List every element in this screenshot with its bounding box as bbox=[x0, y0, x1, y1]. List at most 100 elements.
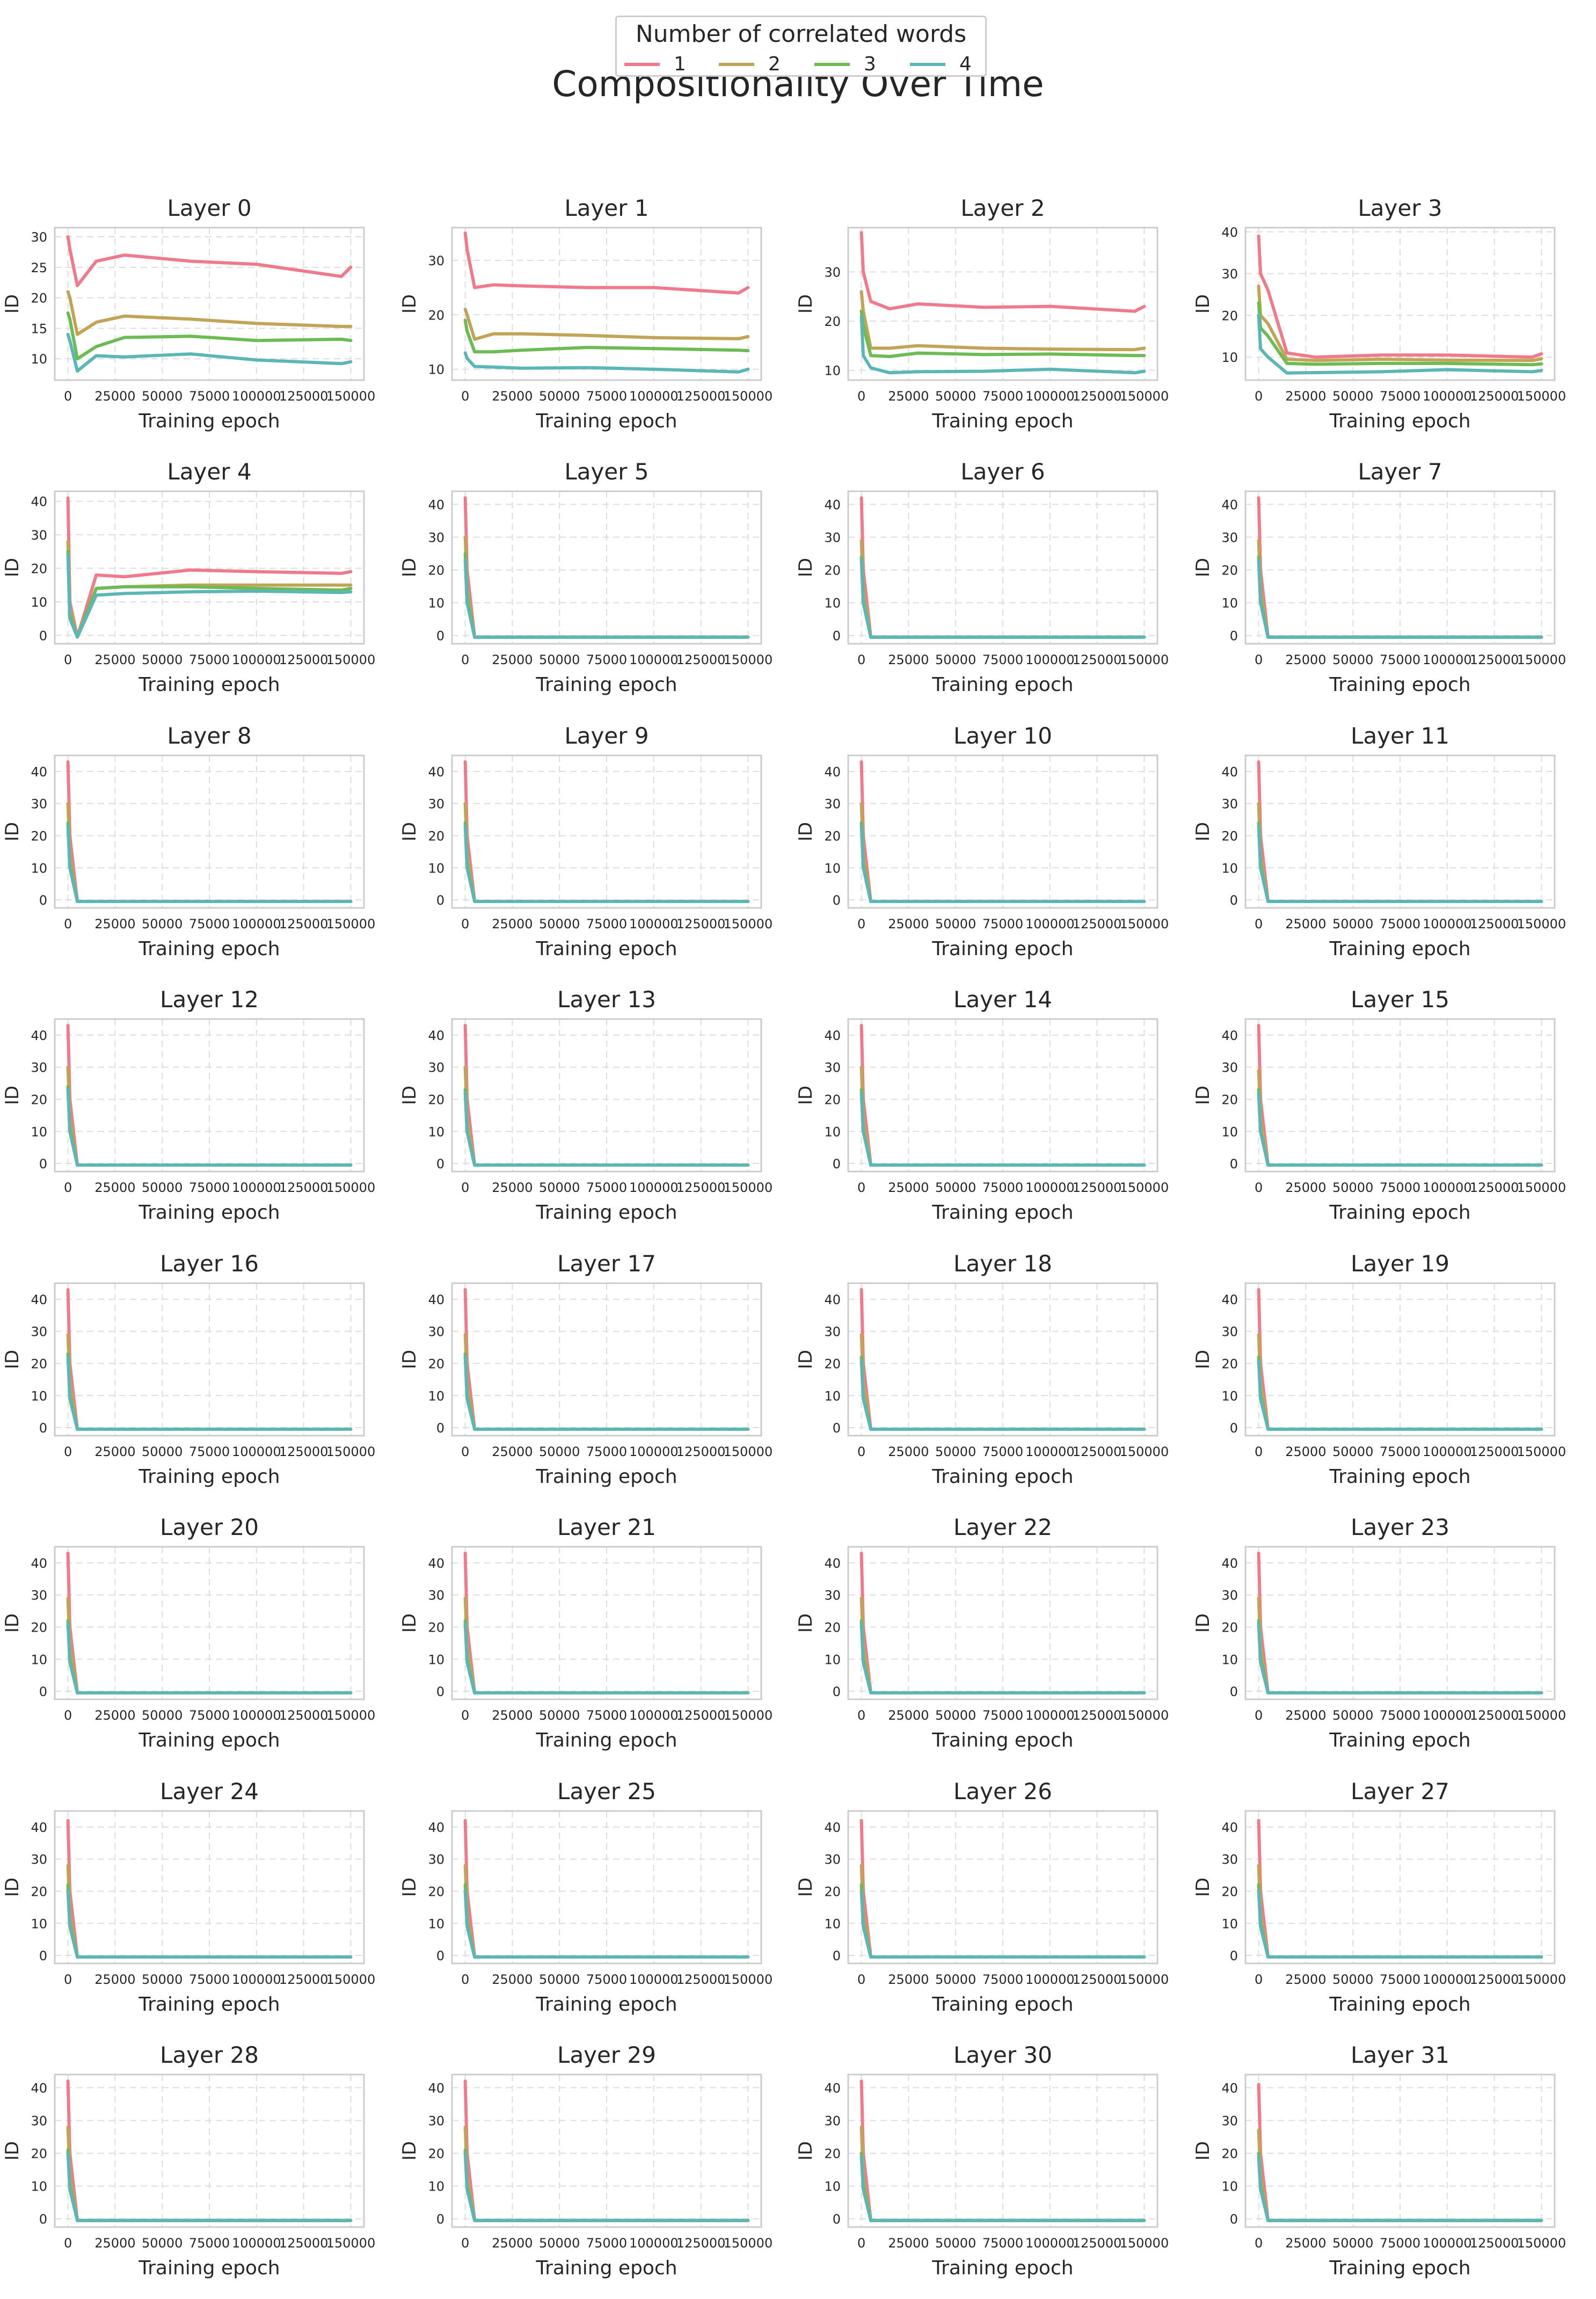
layer-11-xtick-label: 125000 bbox=[1470, 916, 1519, 932]
layer-28-series-4 bbox=[66, 2151, 353, 2222]
layer-17-xtick-label: 150000 bbox=[724, 1444, 773, 1459]
layer-16-xtick-label: 125000 bbox=[279, 1444, 329, 1459]
layer-8-ylabel: ID bbox=[2, 822, 23, 841]
layer-15-xtick-label: 50000 bbox=[1332, 1180, 1373, 1195]
layer-4-xtick-label: 150000 bbox=[326, 652, 376, 667]
layer-3-xtick-label: 150000 bbox=[1517, 389, 1566, 404]
layer-0-ytick-label: 20 bbox=[31, 291, 47, 306]
layer-3-xtick-label: 100000 bbox=[1423, 389, 1472, 404]
layer-30-xtick-label: 100000 bbox=[1025, 2236, 1075, 2251]
layer-22-xtick-label: 50000 bbox=[935, 1708, 976, 1723]
layer-4-series-4 bbox=[66, 553, 353, 639]
layer-30-xtick-label: 125000 bbox=[1073, 2236, 1122, 2251]
layer-25-series-4 bbox=[463, 1889, 750, 1959]
layer-26-xtick-label: 75000 bbox=[982, 1972, 1023, 1987]
layer-17-ylabel: ID bbox=[399, 1350, 420, 1369]
layer-5-ytick-label: 30 bbox=[428, 530, 444, 545]
layer-15-ytick-label: 0 bbox=[1230, 1156, 1238, 1172]
layer-31-xtick-label: 0 bbox=[1255, 2236, 1263, 2251]
layer-15-ytick-label: 30 bbox=[1221, 1060, 1238, 1075]
layer-13-ytick-label: 10 bbox=[428, 1124, 444, 1139]
layer-30-title: Layer 30 bbox=[953, 2042, 1052, 2068]
layer-4-xtick-label: 75000 bbox=[189, 652, 230, 667]
layer-1-series-2 bbox=[463, 308, 750, 341]
layer-31-ylabel: ID bbox=[1192, 2141, 1214, 2160]
layer-19-xlabel: Training epoch bbox=[1329, 1466, 1470, 1488]
layer-26-xtick-label: 0 bbox=[857, 1972, 865, 1987]
layer-10-ytick-label: 20 bbox=[824, 828, 841, 843]
layer-13-xtick-label: 75000 bbox=[586, 1180, 627, 1195]
layer-17-title: Layer 17 bbox=[557, 1250, 656, 1277]
layer-9-axes-frame bbox=[451, 754, 762, 909]
layer-31-series-4 bbox=[1257, 2155, 1543, 2222]
layer-31-ytick-label: 0 bbox=[1230, 2212, 1238, 2227]
layer-3-ytick-label: 30 bbox=[1221, 267, 1238, 282]
layer-12-xtick-label: 75000 bbox=[189, 1180, 230, 1195]
layer-22-ytick-label: 30 bbox=[824, 1588, 841, 1603]
layer-19-ytick-label: 0 bbox=[1230, 1421, 1238, 1436]
layer-13-title: Layer 13 bbox=[557, 986, 656, 1013]
layer-17-xtick-label: 50000 bbox=[539, 1444, 580, 1459]
layer-24-xtick-label: 100000 bbox=[232, 1972, 281, 1987]
layer-13-xtick-label: 100000 bbox=[629, 1180, 679, 1195]
layer-30-xlabel: Training epoch bbox=[931, 2257, 1073, 2279]
legend-label-1: 1 bbox=[674, 53, 686, 75]
layer-13-axes-frame bbox=[451, 1018, 762, 1173]
layer-14-xtick-label: 50000 bbox=[935, 1180, 976, 1195]
layer-19-xtick-label: 100000 bbox=[1423, 1444, 1472, 1459]
layer-30-ytick-label: 30 bbox=[824, 2114, 841, 2129]
layer-21-xtick-label: 25000 bbox=[492, 1708, 533, 1723]
layer-29-xtick-label: 150000 bbox=[724, 2236, 773, 2251]
layer-11-xtick-label: 50000 bbox=[1332, 916, 1373, 932]
layer-7-ylabel: ID bbox=[1192, 558, 1214, 577]
layer-5-xtick-label: 50000 bbox=[539, 652, 580, 667]
layer-31-xtick-label: 25000 bbox=[1285, 2236, 1326, 2251]
layer-13-xtick-label: 50000 bbox=[539, 1180, 580, 1195]
layer-12-ytick-label: 0 bbox=[39, 1156, 47, 1172]
layer-9-ylabel: ID bbox=[399, 822, 420, 841]
layer-17-ytick-label: 0 bbox=[436, 1421, 444, 1436]
layer-23-ytick-label: 40 bbox=[1221, 1556, 1238, 1571]
layer-9-xtick-label: 150000 bbox=[724, 916, 773, 932]
layer-5-series-4 bbox=[463, 558, 750, 639]
layer-9-ytick-label: 40 bbox=[428, 765, 444, 780]
layer-29-xlabel: Training epoch bbox=[535, 2257, 677, 2279]
layer-4-axes-frame bbox=[54, 490, 365, 645]
layer-0-ylabel: ID bbox=[2, 294, 23, 314]
layer-23-xtick-label: 50000 bbox=[1332, 1708, 1373, 1723]
legend-swatch-1 bbox=[624, 63, 660, 66]
layer-18-ytick-label: 10 bbox=[824, 1388, 841, 1403]
layer-21-axes-frame bbox=[451, 1546, 762, 1700]
layer-20-ytick-label: 30 bbox=[31, 1588, 47, 1603]
layer-22-ytick-label: 0 bbox=[833, 1684, 841, 1699]
layer-29-xtick-label: 125000 bbox=[676, 2236, 726, 2251]
layer-14-title: Layer 14 bbox=[953, 986, 1052, 1013]
layer-0-series-1 bbox=[66, 235, 353, 287]
layer-6-title: Layer 6 bbox=[960, 459, 1045, 485]
layer-24-xtick-label: 150000 bbox=[326, 1972, 376, 1987]
layer-7-xtick-label: 125000 bbox=[1470, 652, 1519, 667]
layer-23-ytick-label: 30 bbox=[1221, 1588, 1238, 1603]
layer-1-xtick-label: 100000 bbox=[629, 389, 679, 404]
layer-15-xtick-label: 75000 bbox=[1380, 1180, 1420, 1195]
layer-11-xtick-label: 25000 bbox=[1285, 916, 1326, 932]
layer-22-xtick-label: 0 bbox=[857, 1708, 865, 1723]
layer-19-xtick-label: 75000 bbox=[1380, 1444, 1420, 1459]
layer-27-xtick-label: 150000 bbox=[1517, 1972, 1566, 1987]
layer-21-ytick-label: 20 bbox=[428, 1620, 444, 1635]
layer-25-title: Layer 25 bbox=[557, 1778, 656, 1805]
layer-1-series-1 bbox=[463, 231, 750, 295]
layer-3-ytick-label: 20 bbox=[1221, 308, 1238, 323]
layer-23-xtick-label: 25000 bbox=[1285, 1708, 1326, 1723]
layer-12-ytick-label: 30 bbox=[31, 1060, 47, 1075]
layer-12-xtick-label: 100000 bbox=[232, 1180, 281, 1195]
layer-15-ytick-label: 10 bbox=[1221, 1124, 1238, 1139]
layer-0-series-2 bbox=[66, 290, 353, 336]
legend-swatch-4 bbox=[910, 63, 945, 66]
layer-24-xtick-label: 25000 bbox=[94, 1972, 135, 1987]
layer-27-ytick-label: 10 bbox=[1221, 1916, 1238, 1931]
layer-10-ylabel: ID bbox=[795, 822, 817, 841]
layer-1-xtick-label: 50000 bbox=[539, 389, 580, 404]
layer-27-xtick-label: 100000 bbox=[1423, 1972, 1472, 1987]
layer-11-xtick-label: 100000 bbox=[1423, 916, 1472, 932]
